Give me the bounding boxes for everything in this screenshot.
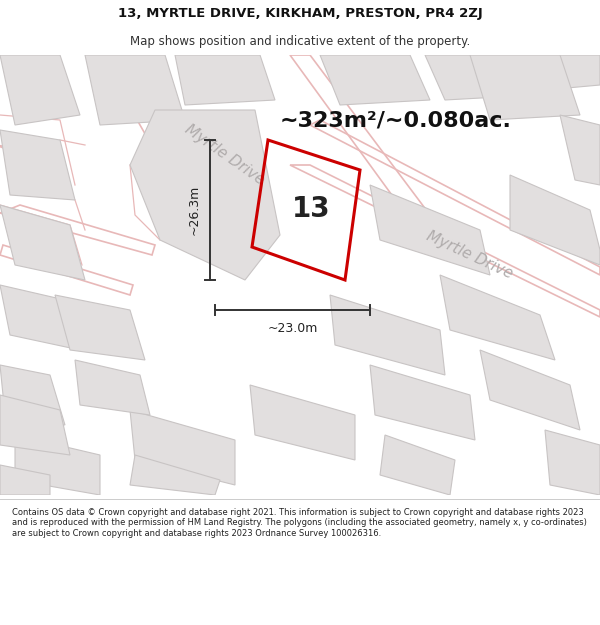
Polygon shape [370, 185, 490, 275]
Polygon shape [75, 360, 150, 415]
Polygon shape [425, 55, 535, 100]
Polygon shape [0, 55, 80, 125]
Polygon shape [0, 465, 50, 495]
Polygon shape [85, 55, 185, 125]
Polygon shape [510, 175, 600, 265]
Polygon shape [100, 55, 430, 265]
Polygon shape [55, 295, 145, 360]
Polygon shape [130, 455, 220, 495]
Polygon shape [530, 55, 600, 90]
Polygon shape [130, 110, 280, 280]
Polygon shape [15, 435, 100, 495]
Polygon shape [0, 205, 85, 280]
Text: Myrtle Drive: Myrtle Drive [424, 229, 515, 281]
Polygon shape [0, 130, 75, 200]
Polygon shape [0, 205, 155, 295]
Polygon shape [370, 365, 475, 440]
Polygon shape [320, 55, 430, 105]
Polygon shape [290, 125, 600, 310]
Polygon shape [0, 55, 130, 155]
Polygon shape [440, 275, 555, 360]
Text: Myrtle Drive: Myrtle Drive [182, 122, 268, 188]
Polygon shape [545, 430, 600, 495]
Text: 13, MYRTLE DRIVE, KIRKHAM, PRESTON, PR4 2ZJ: 13, MYRTLE DRIVE, KIRKHAM, PRESTON, PR4 … [118, 8, 482, 20]
Text: ~23.0m: ~23.0m [268, 321, 317, 334]
Polygon shape [0, 285, 80, 350]
Polygon shape [480, 350, 580, 430]
Text: 13: 13 [292, 195, 331, 223]
Polygon shape [330, 295, 445, 375]
Polygon shape [380, 435, 455, 495]
Text: ~323m²/~0.080ac.: ~323m²/~0.080ac. [280, 110, 512, 130]
Polygon shape [250, 385, 355, 460]
Polygon shape [130, 410, 235, 485]
Polygon shape [0, 365, 65, 425]
Polygon shape [470, 55, 580, 120]
Text: ~26.3m: ~26.3m [187, 185, 200, 235]
Text: Map shows position and indicative extent of the property.: Map shows position and indicative extent… [130, 35, 470, 48]
Polygon shape [0, 395, 70, 455]
Polygon shape [175, 55, 275, 105]
Text: Contains OS data © Crown copyright and database right 2021. This information is : Contains OS data © Crown copyright and d… [12, 508, 587, 538]
Polygon shape [560, 115, 600, 185]
